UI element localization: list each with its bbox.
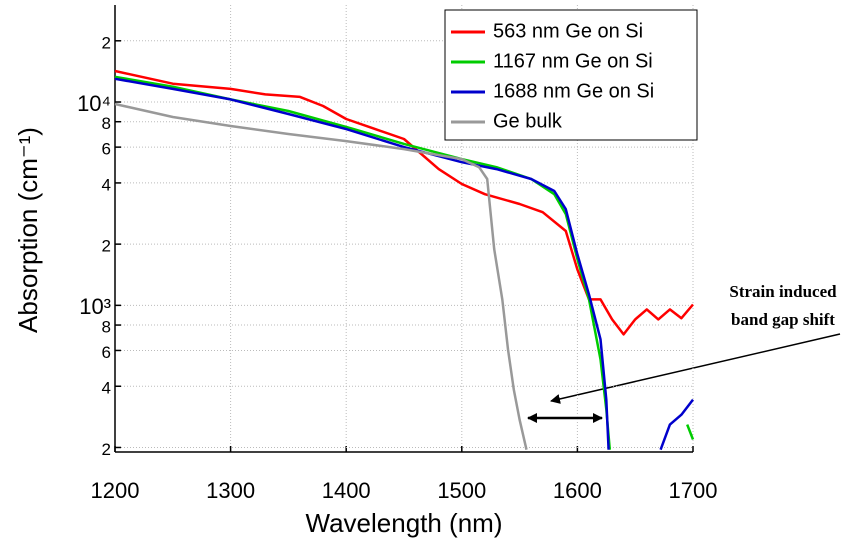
y-tick-label: 4 bbox=[102, 379, 111, 398]
legend-label: 563 nm Ge on Si bbox=[493, 20, 643, 42]
y-axis-title: Absorption (cm⁻¹) bbox=[13, 127, 43, 333]
y-tick-label: 2 bbox=[102, 440, 111, 459]
legend-label: 1688 nm Ge on Si bbox=[493, 80, 654, 102]
y-tick-label: 6 bbox=[102, 140, 111, 159]
annotation: band gap shift bbox=[731, 310, 835, 329]
y-tick-label: 10⁴ bbox=[77, 91, 111, 116]
x-tick-label: 1400 bbox=[322, 478, 371, 503]
legend-label: 1167 nm Ge on Si bbox=[493, 50, 653, 72]
y-tick-label: 8 bbox=[102, 114, 111, 133]
y-tick-label: 4 bbox=[102, 175, 111, 194]
x-tick-label: 1200 bbox=[91, 478, 140, 503]
legend-box bbox=[444, 9, 698, 141]
y-tick-label: 10³ bbox=[79, 294, 111, 319]
annotation: Strain induced bbox=[729, 282, 837, 301]
y-tick-label: 6 bbox=[102, 343, 111, 362]
data-line bbox=[114, 77, 694, 451]
x-axis-title: Wavelength (nm) bbox=[306, 508, 503, 538]
plot: 1200 1300 1400 1500 1600 1700246810³246810⁴25… bbox=[77, 5, 717, 503]
x-tick-label: 1700 bbox=[669, 478, 718, 503]
annotation-arrow bbox=[550, 333, 841, 404]
y-tick-label: 8 bbox=[102, 318, 111, 337]
y-tick-label: 2 bbox=[102, 33, 111, 52]
x-tick-label: 1300 bbox=[206, 478, 255, 503]
y-tick-label: 2 bbox=[102, 237, 111, 256]
data-line bbox=[114, 102, 528, 450]
data-line bbox=[114, 69, 694, 336]
x-tick-label: 1600 bbox=[553, 478, 602, 503]
legend-label: Ge bulk bbox=[493, 110, 563, 132]
x-tick-label: 1500 bbox=[437, 478, 486, 503]
